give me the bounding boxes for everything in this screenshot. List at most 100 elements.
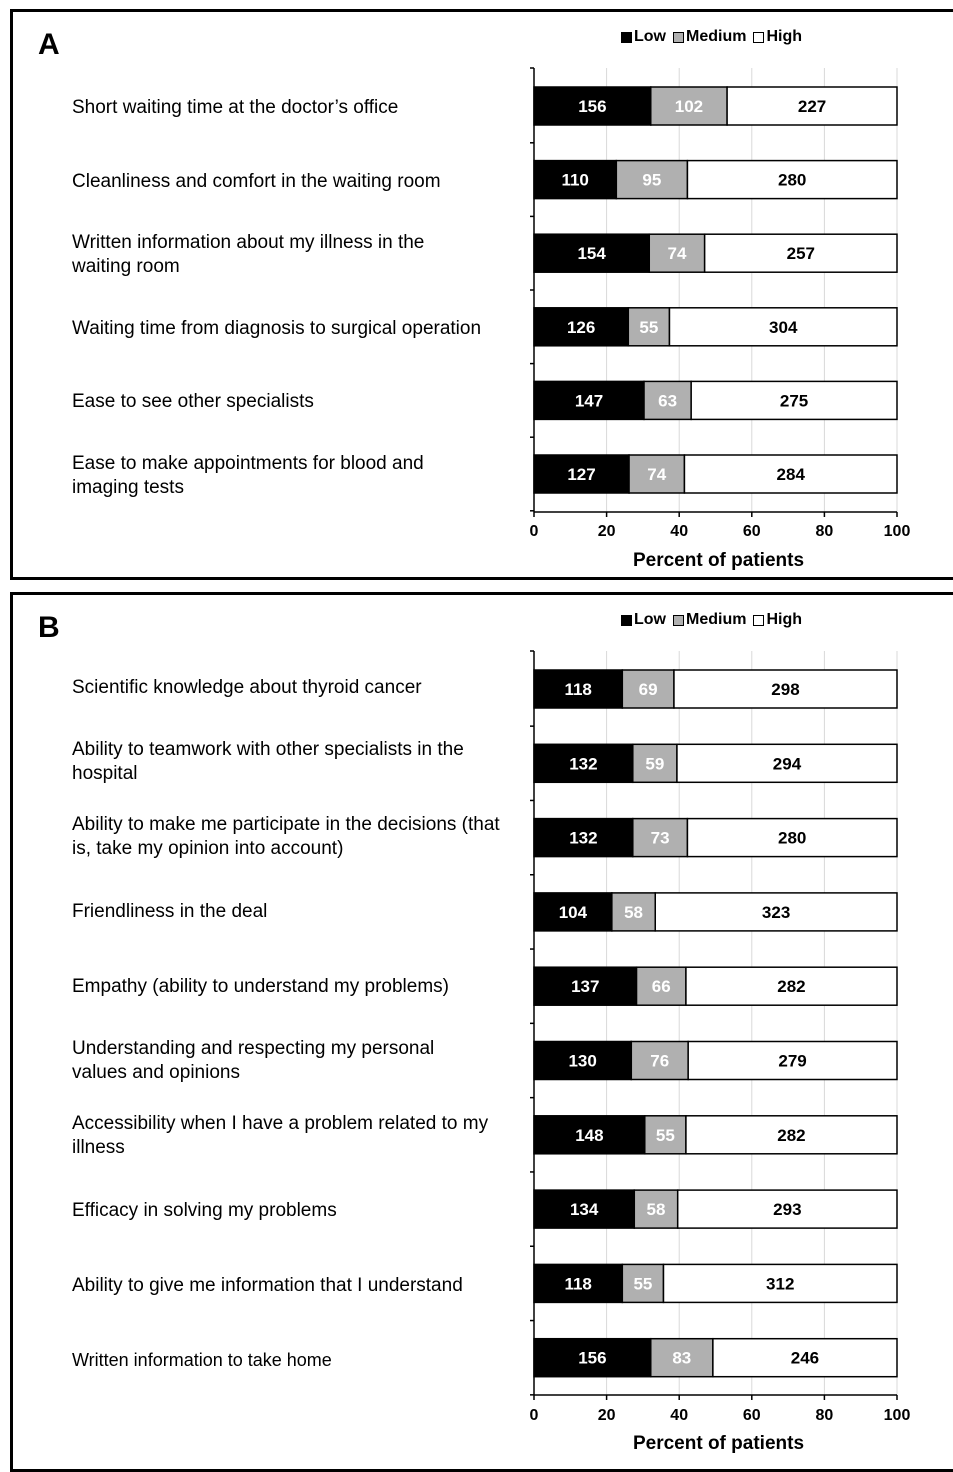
- legend-swatch-high: [753, 614, 765, 626]
- legend-item-high: High: [753, 28, 802, 46]
- bar-segment-medium: [632, 743, 678, 784]
- bar-segment-low: [533, 817, 634, 858]
- legend-swatch-low: [621, 31, 632, 43]
- bar-segment-medium: [650, 1337, 714, 1378]
- data-label-high: 227: [798, 97, 826, 116]
- category-label: Efficacy in solving my problems: [72, 1200, 337, 1221]
- bar-segment-medium: [644, 1115, 687, 1155]
- data-label-medium: 102: [675, 97, 703, 116]
- data-label-high: 246: [791, 1349, 819, 1368]
- x-tick-label: 0: [530, 1407, 539, 1424]
- legend-swatch-medium: [673, 31, 684, 43]
- x-tick-label: 60: [743, 523, 761, 540]
- category-label: Written information about my illness in …: [72, 232, 425, 277]
- data-label-low: 154: [577, 244, 606, 263]
- data-label-high: 323: [762, 903, 790, 922]
- x-tick-label: 20: [598, 523, 616, 540]
- data-label-low: 148: [575, 1126, 603, 1145]
- legend-label-high: High: [766, 611, 802, 628]
- bar-segment-high: [683, 454, 898, 494]
- data-label-high: 257: [787, 244, 815, 263]
- bar-segment-low: [533, 86, 652, 126]
- bar-segment-low: [533, 966, 638, 1006]
- bar-segment-high: [685, 966, 898, 1006]
- bar-segment-high: [676, 1189, 898, 1229]
- legend-label-high: High: [766, 28, 802, 45]
- legend-item-medium: Medium: [673, 28, 746, 46]
- category-label: Written information to take home: [72, 1350, 332, 1370]
- legend-item-high: High: [753, 611, 802, 629]
- bar-segment-medium: [621, 669, 675, 709]
- data-label-high: 275: [780, 391, 808, 410]
- data-label-high: 280: [778, 171, 806, 190]
- data-label-low: 132: [569, 754, 597, 773]
- data-label-high: 312: [766, 1274, 794, 1293]
- bar-segment-medium: [648, 233, 706, 273]
- bar-segment-medium: [630, 1040, 689, 1081]
- category-label: Empathy (ability to understand my proble…: [72, 976, 449, 997]
- category-label: Waiting time from diagnosis to surgical …: [72, 318, 482, 339]
- x-tick-label: 80: [816, 1407, 834, 1424]
- bar-segment-high: [686, 817, 898, 858]
- x-axis-title: Percent of patients: [633, 1433, 804, 1454]
- data-label-low: 126: [567, 318, 595, 337]
- bar-segment-medium: [632, 817, 689, 858]
- data-label-medium: 83: [672, 1349, 691, 1368]
- data-label-medium: 69: [639, 680, 658, 699]
- legend-label-medium: Medium: [686, 28, 747, 45]
- panel-label: A: [38, 28, 60, 61]
- data-label-low: 156: [578, 97, 606, 116]
- bar-segment-high: [687, 1040, 898, 1081]
- data-label-medium: 66: [652, 977, 671, 996]
- data-label-medium: 58: [624, 903, 643, 922]
- legend-item-medium: Medium: [673, 611, 746, 629]
- x-tick-label: 100: [884, 523, 911, 540]
- panel-label: B: [38, 611, 60, 644]
- bar-segment-high: [712, 1337, 898, 1378]
- data-label-low: 134: [570, 1200, 599, 1219]
- data-label-medium: 55: [639, 318, 658, 337]
- data-label-high: 298: [771, 680, 799, 699]
- bar-segment-medium: [627, 307, 671, 347]
- data-label-high: 304: [769, 318, 798, 337]
- category-label: Ability to make me participate in the de…: [72, 814, 500, 859]
- bar-segment-low: [533, 1189, 636, 1229]
- data-label-high: 280: [778, 829, 806, 848]
- data-label-medium: 76: [650, 1052, 669, 1071]
- category-label: Scientific knowledge about thyroid cance…: [72, 677, 422, 698]
- category-label: Cleanliness and comfort in the waiting r…: [72, 171, 441, 192]
- category-label: Accessibility when I have a problem rela…: [72, 1113, 489, 1158]
- legend: Low Medium High: [621, 611, 809, 629]
- data-label-medium: 59: [645, 754, 664, 773]
- x-tick-label: 40: [670, 1407, 688, 1424]
- data-label-medium: 55: [633, 1274, 652, 1293]
- panel-b: B Low Medium High Scientific knowledge a…: [10, 592, 953, 1472]
- data-label-low: 127: [567, 465, 595, 484]
- x-tick-label: 40: [670, 523, 688, 540]
- data-label-low: 130: [568, 1052, 596, 1071]
- data-label-high: 282: [777, 977, 805, 996]
- bar-segment-low: [533, 669, 624, 709]
- bar-segment-low: [533, 307, 630, 347]
- data-label-high: 284: [777, 465, 806, 484]
- category-label: Understanding and respecting my personal…: [72, 1038, 435, 1083]
- x-tick-label: 60: [743, 1407, 761, 1424]
- x-tick-label: 20: [598, 1407, 616, 1424]
- data-label-low: 118: [564, 1274, 591, 1293]
- legend-swatch-medium: [673, 614, 684, 626]
- bar-segment-high: [703, 233, 898, 273]
- data-label-medium: 74: [667, 244, 686, 263]
- legend-label-low: Low: [634, 28, 666, 45]
- bar-segment-high: [676, 743, 898, 784]
- legend: Low Medium High: [621, 28, 809, 46]
- legend-swatch-low: [621, 614, 632, 626]
- bar-segment-medium: [650, 86, 728, 126]
- category-label: Ability to give me information that I un…: [72, 1275, 463, 1296]
- data-label-high: 293: [773, 1200, 801, 1219]
- bar-segment-low: [533, 743, 634, 784]
- data-label-high: 279: [778, 1052, 806, 1071]
- data-label-low: 132: [569, 829, 597, 848]
- data-label-medium: 74: [647, 465, 666, 484]
- category-label: Short waiting time at the doctor’s offic…: [72, 97, 399, 118]
